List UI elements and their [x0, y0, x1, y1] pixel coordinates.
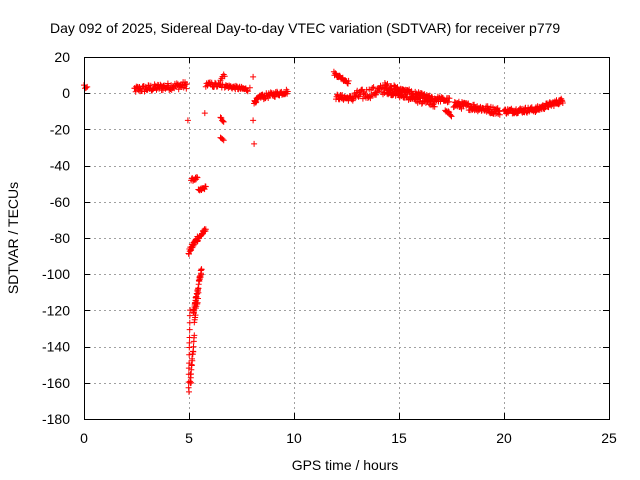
data-point [232, 82, 239, 89]
data-point [437, 98, 444, 105]
x-tick-label: 15 [391, 430, 407, 446]
y-tick-label: -180 [42, 411, 70, 427]
chart-title: Day 092 of 2025, Sidereal Day-to-day VTE… [50, 20, 560, 36]
data-points [81, 68, 566, 395]
data-point [446, 95, 453, 102]
data-point [84, 83, 91, 90]
data-point [184, 117, 191, 124]
data-point [465, 100, 472, 107]
data-point [175, 86, 182, 93]
data-point [194, 174, 201, 181]
data-point [212, 79, 218, 86]
data-point [220, 118, 227, 125]
x-tick-label: 10 [286, 430, 302, 446]
x-tick-label: 25 [601, 430, 617, 446]
y-tick-label: -20 [50, 121, 70, 137]
x-tick-label: 0 [80, 430, 88, 446]
x-axis-label: GPS time / hours [292, 457, 399, 473]
y-tick-label: -120 [42, 302, 70, 318]
data-point [186, 388, 192, 395]
data-point [183, 85, 190, 92]
data-point [250, 73, 257, 80]
data-point [250, 117, 257, 124]
data-point [447, 112, 454, 119]
x-tick-label: 20 [496, 430, 512, 446]
data-point [188, 379, 195, 386]
data-point [445, 98, 452, 105]
data-point [244, 88, 251, 95]
data-point [189, 357, 196, 364]
data-point [186, 339, 193, 346]
data-point [370, 84, 377, 91]
y-tick-label: -60 [50, 194, 70, 210]
data-point [195, 289, 202, 296]
data-point [186, 326, 193, 333]
data-point [246, 84, 253, 91]
x-tick-label: 5 [185, 430, 193, 446]
data-point [431, 103, 438, 110]
data-point [164, 80, 171, 87]
data-point [186, 312, 193, 319]
data-point [198, 266, 205, 273]
data-point [559, 100, 566, 106]
data-point [284, 88, 291, 95]
data-point [345, 80, 351, 87]
data-point [448, 113, 455, 120]
data-point [219, 81, 226, 88]
data-point [367, 95, 374, 102]
data-point [219, 136, 226, 143]
data-point [195, 295, 201, 302]
data-point [438, 94, 445, 101]
data-point [496, 111, 503, 118]
data-point [251, 140, 258, 147]
data-point [221, 73, 228, 80]
data-point [345, 77, 352, 84]
y-tick-label: -100 [42, 266, 70, 282]
data-point [183, 81, 190, 87]
data-point [147, 82, 154, 89]
data-point [202, 226, 209, 233]
axes: 0 5 10 15 20 25 -180 -160 -140 -120 -100 -80 -60 -40 -… [42, 49, 617, 446]
data-point [220, 137, 227, 144]
y-tick-label: -140 [42, 339, 70, 355]
data-point [373, 89, 380, 96]
data-point [484, 103, 491, 110]
data-point [219, 118, 226, 125]
y-tick-label: -80 [50, 230, 70, 246]
y-tick-label: -160 [42, 375, 70, 391]
y-axis-label: SDTVAR / TECUs [5, 182, 21, 294]
data-point [191, 332, 198, 339]
y-tick-label: -40 [50, 158, 70, 174]
data-point [332, 70, 339, 77]
data-point [190, 343, 197, 350]
data-point [445, 108, 452, 115]
data-point [201, 110, 208, 117]
y-tick-label: 0 [62, 85, 70, 101]
data-point [202, 183, 209, 190]
data-point [369, 85, 376, 91]
data-point [394, 84, 401, 91]
data-point [192, 312, 199, 319]
y-tick-label: 20 [54, 49, 70, 65]
